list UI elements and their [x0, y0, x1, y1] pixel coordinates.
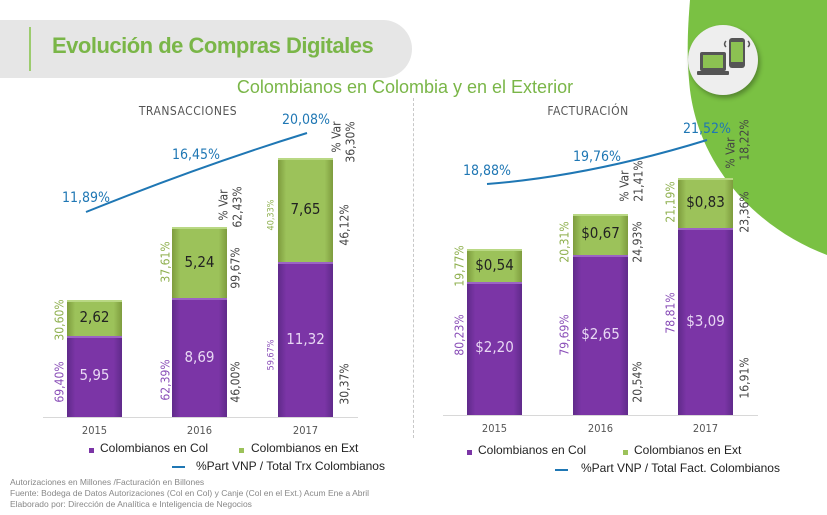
var-label-col-2017: 30,37% — [337, 363, 352, 405]
legend-swatch-col — [89, 448, 94, 453]
share-label-ext-2017: 21,19% — [663, 181, 678, 223]
bar-col-2017 — [278, 262, 333, 417]
footnote-author: Elaborado por: Dirección de Analítica e … — [10, 499, 252, 509]
bar-col-2015 — [467, 281, 522, 415]
bar-ext-2016 — [573, 214, 628, 255]
legend-swatch-ext — [623, 450, 628, 455]
bar-value-ext-2016: $0,67 — [581, 224, 620, 243]
share-label-col-2015: 80,23% — [452, 314, 467, 356]
x-tick-label: 2016 — [186, 424, 213, 437]
var-title-2016: % Var — [617, 170, 632, 202]
var-label-ext-2017: 46,12% — [337, 204, 352, 246]
var-label-col-2017: 16,91% — [737, 357, 752, 399]
title-banner — [0, 20, 412, 78]
share-label-col-2017: 78,81% — [663, 292, 678, 334]
x-tick-label: 2015 — [81, 424, 108, 437]
bar-value-ext-2015: $0,54 — [475, 255, 514, 274]
share-label-ext-2016: 37,61% — [158, 241, 173, 283]
bar-value-ext-2017: $0,83 — [686, 192, 725, 211]
share-label-col-2017: 59,67% — [266, 339, 277, 371]
bar-value-col-2017: $3,09 — [686, 311, 725, 330]
legend-label-col: Colombianos en Col — [478, 443, 587, 457]
bar-value-col-2017: 11,32 — [286, 329, 325, 348]
bar-col-2016 — [573, 254, 628, 415]
var-label-col-2016: 20,54% — [630, 361, 645, 403]
share-label-col-2015: 69,40% — [52, 361, 67, 403]
total-var-2017: 18,22% — [737, 119, 752, 161]
line-value-label: 21,52% — [682, 121, 732, 137]
legend-label-col: Colombianos en Col — [100, 441, 209, 455]
chart-title: TRANSACCIONES — [138, 104, 238, 118]
var-title-2017: % Var — [329, 121, 344, 153]
var-label-col-2016: 46,00% — [228, 361, 243, 403]
bar-col-2015 — [67, 335, 122, 417]
line-value-label: 20,08% — [281, 112, 331, 128]
laptop-and-phone-icon — [688, 25, 758, 95]
bar-ext-2015 — [67, 300, 122, 336]
bar-value-col-2016: 8,69 — [184, 347, 215, 366]
legend-swatch-ext — [239, 448, 244, 453]
bar-col-2017 — [678, 228, 733, 415]
bar-ext-2015 — [467, 249, 522, 282]
share-label-ext-2015: 19,77% — [452, 245, 467, 287]
var-label-ext-2016: 24,93% — [630, 221, 645, 263]
var-title-2016: % Var — [216, 189, 231, 221]
var-label-ext-2016: 99,67% — [228, 247, 243, 289]
share-label-ext-2017: 40,33% — [266, 199, 277, 231]
line-value-label: 19,76% — [572, 149, 622, 165]
page-title: Evolución de Compras Digitales — [52, 33, 374, 58]
chart-title: FACTURACIÓN — [547, 104, 629, 118]
title-accent-bar — [29, 27, 31, 71]
line-value-label: 11,89% — [61, 190, 111, 206]
total-var-2017: 36,30% — [343, 121, 358, 163]
total-var-2016: 21,41% — [631, 160, 646, 202]
chart-divider — [413, 98, 414, 438]
legend-swatch-line — [555, 469, 568, 471]
x-axis — [443, 415, 758, 416]
bar-value-ext-2015: 2,62 — [79, 307, 110, 326]
line-value-label: 16,45% — [171, 147, 221, 163]
x-tick-label: 2015 — [481, 422, 508, 435]
var-label-ext-2017: 23,36% — [737, 191, 752, 233]
bar-value-col-2015: $2,20 — [475, 338, 514, 357]
bar-col-2016 — [172, 298, 227, 417]
line-value-label: 18,88% — [462, 163, 512, 179]
x-tick-label: 2017 — [692, 422, 719, 435]
x-axis — [43, 417, 358, 418]
legend-label-ext: Colombianos en Ext — [634, 443, 742, 457]
bar-value-ext-2017: 7,65 — [290, 200, 321, 219]
total-var-2016: 62,43% — [230, 186, 245, 228]
legend-label-ext: Colombianos en Ext — [251, 441, 359, 455]
legend-swatch-line — [172, 466, 185, 468]
x-tick-label: 2016 — [587, 422, 614, 435]
bar-value-ext-2016: 5,24 — [184, 252, 215, 271]
bar-value-col-2016: $2,65 — [581, 324, 620, 343]
footnote-source: Fuente: Bodega de Datos Autorizaciones (… — [10, 488, 370, 498]
share-label-ext-2015: 30,60% — [52, 299, 67, 341]
page-subtitle: Colombianos en Colombia y en el Exterior — [236, 77, 574, 97]
legend-label-line: %Part VNP / Total Trx Colombianos — [196, 459, 385, 473]
bar-ext-2017 — [678, 177, 733, 229]
legend-label-line: %Part VNP / Total Fact. Colombianos — [581, 461, 780, 475]
share-label-col-2016: 79,69% — [557, 314, 572, 356]
share-label-ext-2016: 20,31% — [557, 221, 572, 263]
bar-ext-2016 — [172, 226, 227, 299]
bar-value-col-2015: 5,95 — [79, 366, 110, 385]
footnote-units: Autorizaciones en Millones /Facturación … — [10, 477, 205, 487]
var-title-2017: % Var — [723, 137, 738, 169]
share-label-col-2016: 62,39% — [158, 359, 173, 401]
x-tick-label: 2017 — [292, 424, 319, 437]
legend-swatch-col — [467, 450, 472, 455]
